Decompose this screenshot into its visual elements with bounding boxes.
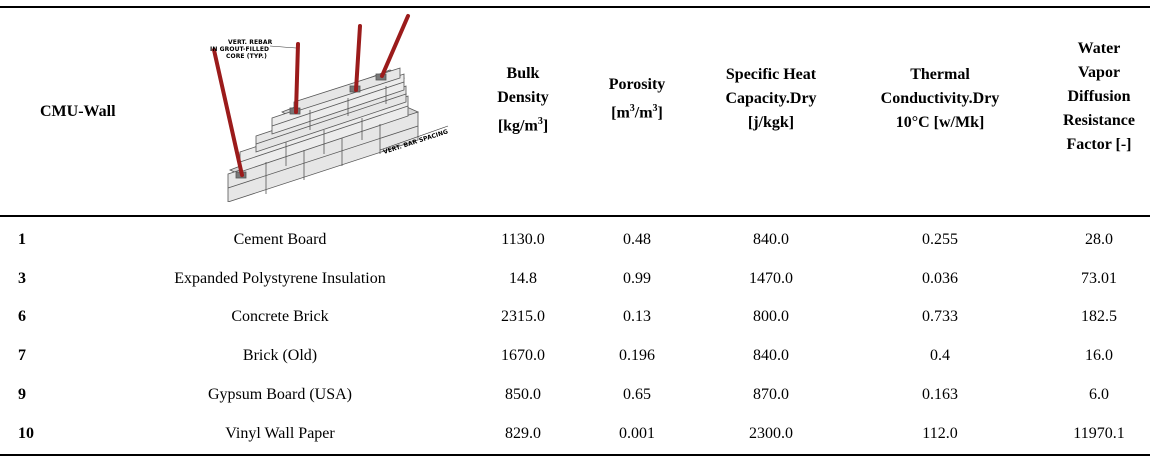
thermal-conductivity-value: 0.255	[922, 231, 958, 248]
row-index: 3	[18, 270, 26, 287]
porosity-value: 0.48	[623, 231, 651, 248]
vapor-resistance-value: 73.01	[1081, 270, 1117, 287]
col-header-bulk-density: Bulk Density [kg/m3]	[497, 64, 549, 135]
vapor-resistance-value: 182.5	[1081, 308, 1117, 325]
bulk-density-value: 850.0	[505, 386, 541, 403]
bulk-density-value: 829.0	[505, 425, 541, 442]
material-name: Gypsum Board (USA)	[208, 386, 352, 403]
thermal-conductivity-value: 0.163	[922, 386, 958, 403]
specific-heat-value: 870.0	[753, 386, 789, 403]
col-header-porosity: Porosity [m3/m3]	[608, 75, 666, 122]
col-header-vapor-resistance: Water Vapor Diffusion Resistance Factor …	[1063, 40, 1135, 153]
bulk-density-value: 14.8	[509, 270, 537, 287]
row-index: 7	[18, 347, 26, 364]
vapor-resistance-value: 28.0	[1085, 231, 1113, 248]
header-bottom-rule	[0, 215, 1150, 217]
row-index: 6	[18, 308, 26, 325]
cmu-blocks	[227, 67, 420, 202]
porosity-value: 0.001	[619, 425, 655, 442]
bulk-density-value: 1130.0	[501, 231, 545, 248]
porosity-value: 0.99	[623, 270, 651, 287]
cmu-wall-illustration: VERT. REBAR IN GROUT-FILLED CORE (TYP.) …	[210, 14, 449, 202]
material-name: Cement Board	[233, 231, 327, 248]
row-index: 1	[18, 231, 26, 248]
specific-heat-value: 840.0	[753, 231, 789, 248]
porosity-value: 0.196	[619, 347, 655, 364]
material-name: Expanded Polystyrene Insulation	[174, 270, 386, 287]
thermal-conductivity-value: 0.036	[922, 270, 958, 287]
thermal-conductivity-value: 112.0	[922, 425, 958, 442]
porosity-value: 0.65	[623, 386, 651, 403]
material-name: Concrete Brick	[231, 308, 329, 325]
row-index: 9	[18, 386, 26, 403]
callout-label-line3: CORE (TYP.)	[226, 53, 267, 60]
callout-label-line1: VERT. REBAR	[228, 39, 273, 46]
porosity-value: 0.13	[623, 308, 651, 325]
material-name: Vinyl Wall Paper	[225, 425, 335, 442]
col-header-thermal-conductivity: Thermal Conductivity.Dry 10°C [w/Mk]	[880, 66, 1000, 131]
vapor-resistance-value: 6.0	[1089, 386, 1109, 403]
specific-heat-value: 840.0	[753, 347, 789, 364]
col-header-specific-heat: Specific Heat Capacity.Dry [j/kgk]	[725, 66, 817, 131]
table-title-text: CMU-Wall	[40, 103, 116, 120]
specific-heat-value: 1470.0	[749, 270, 793, 287]
table-title: CMU-Wall	[40, 90, 190, 134]
specific-heat-value: 800.0	[753, 308, 789, 325]
material-name: Brick (Old)	[242, 347, 318, 364]
bulk-density-value: 1670.0	[501, 347, 545, 364]
vapor-resistance-value: 16.0	[1085, 347, 1113, 364]
rebar-bars	[212, 14, 410, 177]
table-bottom-rule	[0, 454, 1150, 456]
thermal-conductivity-value: 0.4	[930, 347, 950, 364]
table-top-rule	[0, 6, 1150, 8]
callout-label-line2: IN GROUT-FILLED	[210, 46, 269, 53]
row-index: 10	[18, 425, 34, 442]
bulk-density-value: 2315.0	[501, 308, 545, 325]
thermal-conductivity-value: 0.733	[922, 308, 958, 325]
vapor-resistance-value: 11970.1	[1073, 425, 1125, 442]
callout-leader	[269, 45, 297, 49]
specific-heat-value: 2300.0	[749, 425, 793, 442]
